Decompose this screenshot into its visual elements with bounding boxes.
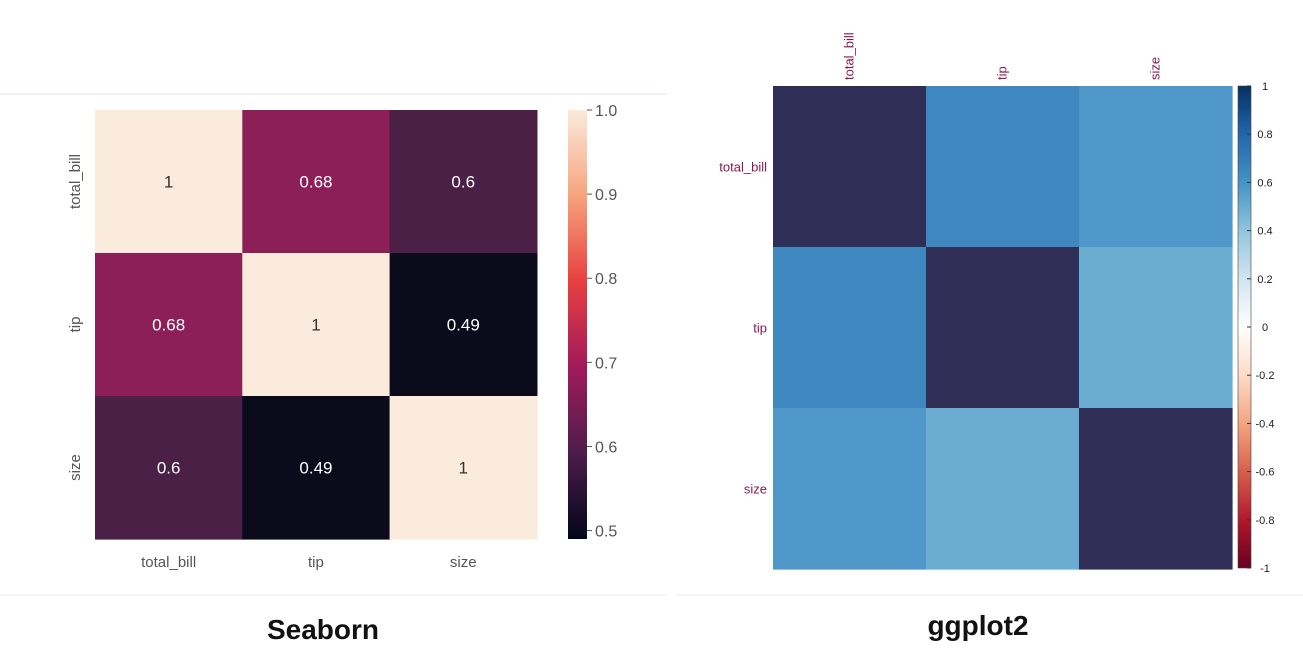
colorbar-tick-label: 0.8 — [1257, 129, 1272, 141]
colorbar-tick-label: 0.6 — [595, 439, 617, 456]
heatmap-cell — [1079, 86, 1233, 248]
colorbar-tick-label: -1 — [1260, 563, 1270, 575]
colorbar-tick-label: 0.4 — [1257, 226, 1272, 238]
cell-annotation: 0.49 — [447, 316, 480, 335]
column-label: tip — [995, 66, 1010, 80]
heatmap-cell — [773, 86, 927, 248]
cell-annotation: 1 — [459, 459, 468, 478]
cell-annotation: 0.49 — [299, 459, 332, 478]
colorbar — [568, 110, 587, 539]
colorbar-tick-label: -0.6 — [1256, 467, 1275, 479]
heatmap-cell — [95, 253, 243, 397]
seaborn-caption: Seaborn — [266, 614, 380, 645]
colorbar-tick-label: 0.8 — [595, 271, 617, 288]
colorbar-tick-label: 0.5 — [595, 524, 617, 541]
cell-annotation: 0.6 — [157, 459, 181, 478]
cell-annotation: 0.68 — [152, 316, 185, 335]
row-label: total_bill — [719, 160, 767, 175]
cell-annotation: 1 — [311, 316, 320, 335]
heatmap-cell — [926, 408, 1080, 570]
heatmap-cell — [242, 253, 391, 397]
cell-annotation: 0.68 — [299, 173, 332, 192]
row-label: size — [67, 454, 84, 481]
colorbar-tick-label: 0.2 — [1257, 274, 1272, 286]
row-label: size — [744, 482, 767, 497]
seaborn-heatmap: 1 0.68 0.60.68 1 0.490.6 0.49 1total_billtipsi… — [67, 103, 617, 571]
column-label: size — [1148, 57, 1163, 80]
colorbar-tick-label: 0.9 — [595, 187, 617, 204]
heatmap-cell — [95, 396, 243, 540]
colorbar-tick-label: -0.8 — [1256, 515, 1275, 527]
row-label: tip — [753, 321, 767, 336]
heatmap-cell — [926, 247, 1080, 409]
heatmap-cell — [95, 110, 243, 254]
column-label: size — [450, 554, 477, 571]
heatmap-cell — [389, 110, 538, 254]
heatmap-cell — [242, 110, 391, 254]
colorbar-tick-label: 0.7 — [595, 355, 617, 372]
colorbar-tick-label: 0 — [1262, 322, 1268, 334]
colorbar-tick-label: 1 — [1262, 81, 1268, 93]
colorbar-tick-label: -0.4 — [1256, 418, 1275, 430]
colorbar-tick-label: -0.2 — [1256, 370, 1275, 382]
column-label: total_bill — [842, 32, 857, 80]
heatmap-cell — [773, 247, 927, 409]
cell-annotation: 0.6 — [451, 173, 475, 192]
cell-annotation: 1 — [164, 173, 173, 192]
heatmap-cell — [1079, 408, 1233, 570]
heatmap-cell — [926, 86, 1080, 248]
heatmap-cell — [773, 408, 927, 570]
heatmap-cell — [389, 396, 538, 540]
column-label: tip — [308, 554, 324, 571]
colorbar-tick-label: 0.6 — [1257, 177, 1272, 189]
heatmap-cell — [1079, 247, 1233, 409]
heatmap-cell — [242, 396, 391, 540]
heatmap-cell — [389, 253, 538, 397]
row-label: tip — [67, 317, 84, 333]
row-label: total_bill — [67, 154, 84, 209]
ggplot2-caption: ggplot2 — [927, 610, 1029, 641]
colorbar-tick-label: 1.0 — [595, 103, 617, 120]
column-label: total_bill — [141, 554, 196, 571]
